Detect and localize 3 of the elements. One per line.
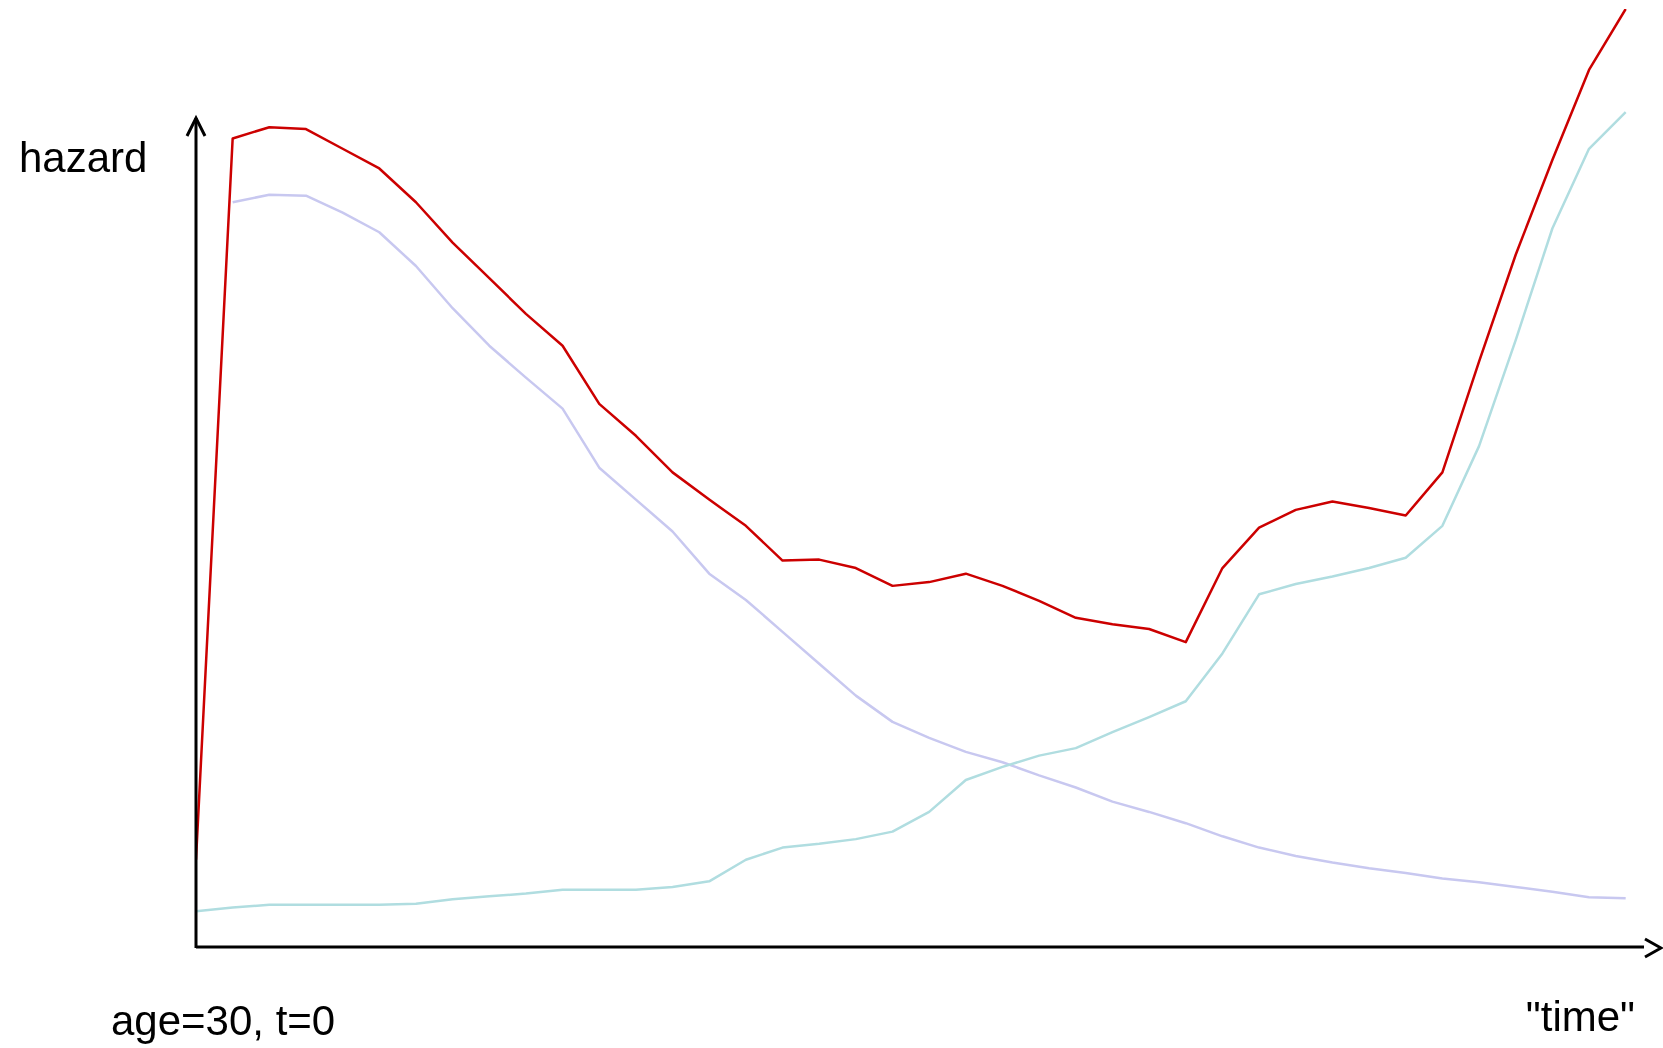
y-axis-title: hazard [19, 134, 148, 181]
x-axis-title: "time" [1525, 993, 1635, 1040]
text: age=30, t=0 [111, 997, 336, 1044]
